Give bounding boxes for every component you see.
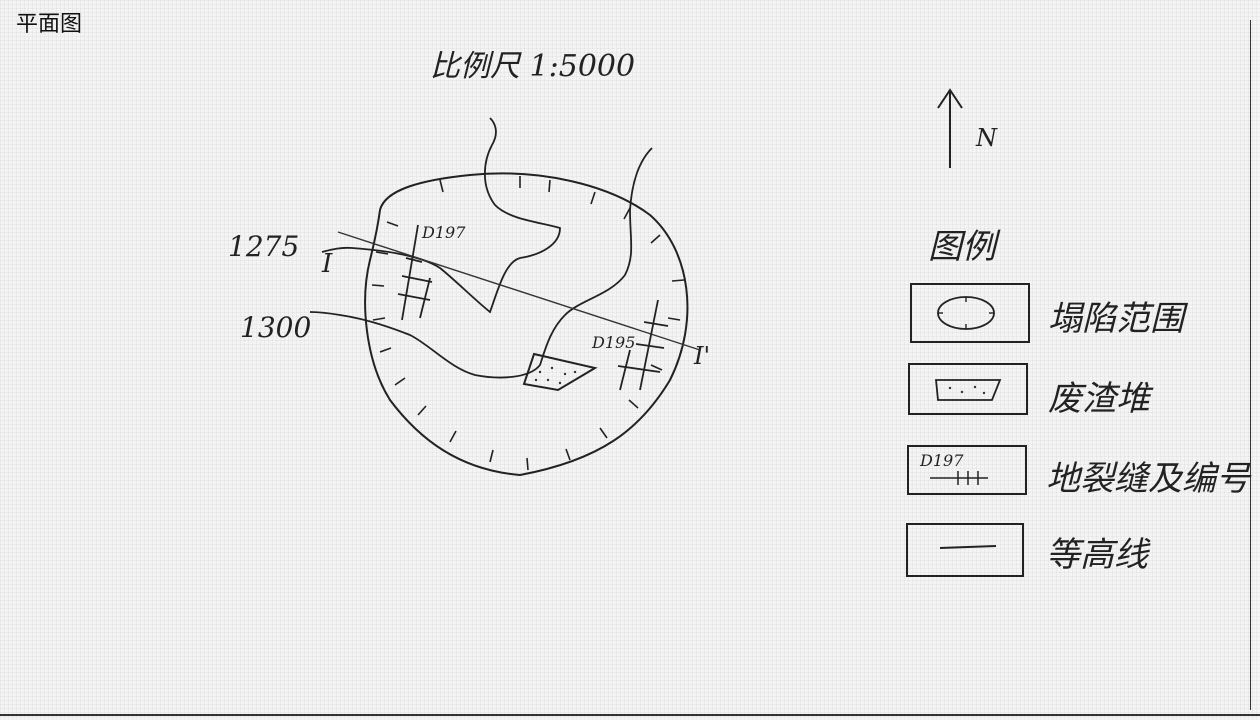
legend-item-contour: 等高线 [906, 523, 1151, 577]
scale-label: 比例尺 1:5000 [430, 49, 635, 84]
ground-crack-d197 [397, 224, 433, 321]
north-arrow [937, 88, 963, 168]
right-border-line [1250, 20, 1251, 710]
crack-label-d197: D197 [421, 223, 466, 242]
boundary-ticks [371, 176, 685, 471]
contour-line-1300 [309, 147, 653, 379]
section-label-end: Ⅰ' [693, 342, 710, 370]
legend-box-contour [906, 523, 1024, 577]
ground-crack-d195 [617, 299, 669, 391]
waste-heap-dots [534, 366, 577, 385]
legend-symbol-contour [939, 545, 997, 549]
legend-box-ground-crack [907, 445, 1027, 495]
legend-item-subsidence: 塌陷范围 [910, 283, 1189, 343]
section-line [337, 231, 701, 351]
bottom-border-line [0, 714, 1260, 716]
subsidence-boundary [364, 172, 689, 477]
legend-label-subsidence: 塌陷范围 [1048, 299, 1189, 339]
contour-label-1275: 1275 [228, 230, 299, 263]
legend-symbol-waste-heap [935, 379, 1002, 401]
contour-label-1300: 1300 [240, 311, 311, 344]
legend-box-subsidence [910, 283, 1030, 343]
legend-item-ground-crack: D197 地裂缝及编号 [907, 445, 1252, 499]
section-label-start: Ⅰ [321, 249, 333, 279]
legend-label-waste-heap: 废渣堆 [1048, 379, 1154, 419]
legend-label-contour: 等高线 [1046, 535, 1151, 575]
legend-title: 图例 [928, 227, 1001, 267]
contour-line-1275 [321, 117, 561, 314]
page-title: 平面图 [16, 12, 83, 37]
legend-sample-crack-label: D197 [919, 451, 964, 470]
north-label: N [975, 124, 998, 152]
crack-label-d195: D195 [591, 333, 635, 352]
legend-label-ground-crack: 地裂缝及编号 [1046, 459, 1252, 499]
legend-item-waste-heap: 废渣堆 [908, 363, 1154, 419]
waste-heap [522, 352, 598, 392]
legend-box-waste-heap [908, 363, 1028, 415]
